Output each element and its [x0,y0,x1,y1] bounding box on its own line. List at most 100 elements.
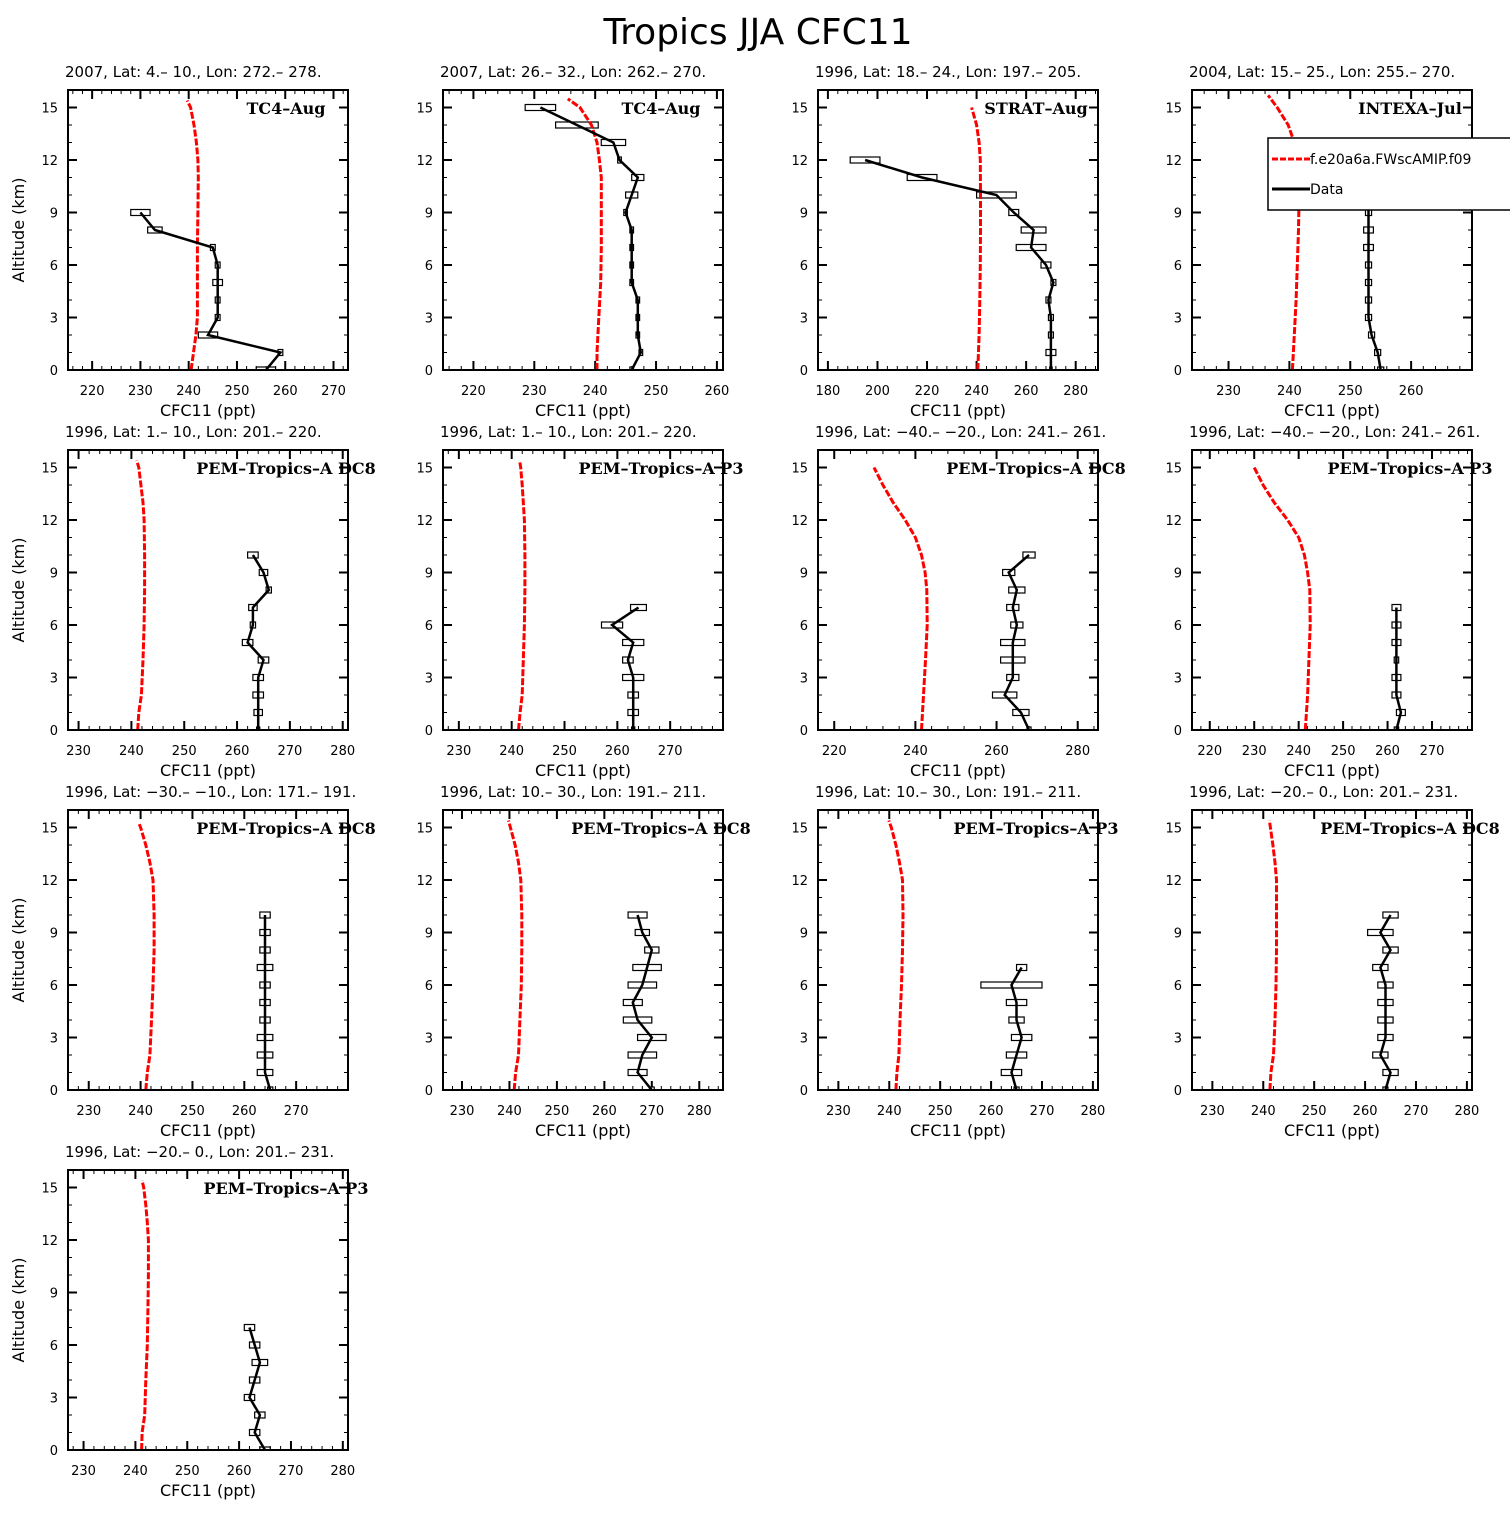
y-tick-label: 12 [416,874,433,889]
panel-frame [1191,89,1473,371]
panel-13: 1996, Lat: −20.– 0., Lon: 201.– 231. PEM–… [9,1143,368,1500]
campaign-label: TC4–Aug [246,99,325,118]
x-axis-label: CFC11 (ppt) [1284,761,1380,780]
campaign-label: PEM–Tropics–A P3 [954,819,1119,838]
x-tick-label: 280 [687,1104,712,1119]
model-profile [872,466,929,730]
panel-header: 1996, Lat: 1.– 10., Lon: 201.– 220. [65,423,322,441]
x-tick-label: 220 [80,384,105,399]
x-axis-label: CFC11 (ppt) [1284,1121,1380,1140]
x-tick-label: 270 [321,384,346,399]
campaign-label: PEM–Tropics–A DC8 [571,819,751,838]
x-tick-label: 260 [979,1104,1004,1119]
y-tick-label: 15 [41,462,58,477]
obs-errorbar [524,103,557,112]
x-tick-label: 260 [1014,384,1039,399]
x-tick-label: 280 [1080,1104,1105,1119]
x-tick-label: 250 [175,1464,200,1479]
panel-1: 2007, Lat: 4.– 10., Lon: 272.– 278. TC4–A… [9,63,349,420]
x-tick-label: 230 [1200,1104,1225,1119]
x-tick-label: 260 [1399,384,1424,399]
y-tick-label: 6 [50,979,58,994]
y-tick-label: 0 [1174,364,1182,379]
panel-header: 1996, Lat: −40.– −20., Lon: 241.– 261. [1189,423,1480,441]
panel-header: 2007, Lat: 4.– 10., Lon: 272.– 278. [65,63,322,81]
x-tick-label: 270 [277,744,302,759]
plot-area [872,466,1036,730]
panel-header: 1996, Lat: 18.– 24., Lon: 197.– 205. [815,63,1081,81]
model-profile [566,97,603,370]
panel-frame [1191,809,1473,1091]
y-tick-label: 0 [425,724,433,739]
campaign-label: PEM–Tropics–A DC8 [196,459,376,478]
plot-area [130,99,284,370]
y-tick-label: 6 [50,619,58,634]
obs-errorbar [1015,963,1028,972]
x-tick-label: 280 [1454,1104,1479,1119]
x-tick-label: 240 [877,1104,902,1119]
y-tick-label: 15 [41,1182,58,1197]
panel-2: 2007, Lat: 26.– 32., Lon: 262.– 270. TC4–… [416,63,729,420]
y-tick-label: 3 [50,672,58,687]
y-tick-label: 6 [800,619,808,634]
y-tick-label: 3 [425,312,433,327]
panel-frame [67,89,349,371]
y-tick-label: 12 [1165,874,1182,889]
y-axis-label: Altitude (km) [9,1258,28,1363]
campaign-label: PEM–Tropics–A DC8 [1320,819,1500,838]
x-tick-label: 230 [446,744,471,759]
y-tick-label: 6 [800,979,808,994]
panel-frame [67,809,349,1091]
x-tick-label: 220 [822,744,847,759]
y-tick-label: 15 [1165,822,1182,837]
plot-area [507,820,667,1090]
x-tick-label: 270 [639,1104,664,1119]
x-tick-label: 250 [180,1104,205,1119]
campaign-label: TC4–Aug [621,99,700,118]
obs-profile [1395,607,1403,730]
y-tick-label: 0 [1174,1084,1182,1099]
y-tick-label: 12 [416,514,433,529]
panel-9: 1996, Lat: −30.– −10., Lon: 171.– 191. PE… [9,783,376,1140]
x-tick-label: 230 [76,1104,101,1119]
x-tick-label: 240 [1251,1104,1276,1119]
y-tick-label: 15 [1165,102,1182,117]
x-tick-label: 240 [176,384,201,399]
x-tick-label: 240 [123,1464,148,1479]
y-tick-label: 3 [50,1032,58,1047]
panel-frame [67,449,349,731]
y-tick-label: 9 [50,1287,58,1302]
panel-3: 1996, Lat: 18.– 24., Lon: 197.– 205. STRA… [791,63,1099,420]
panel-frame [442,449,724,731]
panel-header: 1996, Lat: 10.– 30., Lon: 191.– 211. [815,783,1081,801]
x-tick-label: 240 [119,744,144,759]
y-tick-label: 12 [791,154,808,169]
model-profile [1252,466,1312,730]
plot-area [849,107,1057,370]
x-axis-label: CFC11 (ppt) [910,761,1006,780]
x-tick-label: 240 [964,384,989,399]
y-tick-label: 9 [50,567,58,582]
x-tick-label: 240 [128,1104,153,1119]
x-tick-label: 220 [1197,744,1222,759]
y-tick-label: 6 [425,619,433,634]
panel-frame [67,1169,349,1451]
obs-profile [631,914,654,1090]
plot-area [1266,94,1385,370]
x-tick-label: 220 [915,384,940,399]
x-axis-label: CFC11 (ppt) [160,761,256,780]
x-tick-label: 260 [227,1464,252,1479]
y-tick-label: 15 [791,462,808,477]
model-profile [185,99,200,370]
plot-area [135,460,272,730]
x-tick-label: 260 [605,744,630,759]
x-axis-label: CFC11 (ppt) [535,761,631,780]
panel-frame [442,809,724,1091]
x-tick-label: 250 [225,384,250,399]
legend: f.e20a6a.FWscAMIP.f09 Data [1267,137,1510,211]
model-profile [1267,820,1278,1090]
x-tick-label: 230 [522,384,547,399]
obs-profile [1003,554,1031,730]
x-tick-label: 270 [284,1104,309,1119]
panel-8: 1996, Lat: −40.– −20., Lon: 241.– 261. PE… [1165,423,1492,780]
